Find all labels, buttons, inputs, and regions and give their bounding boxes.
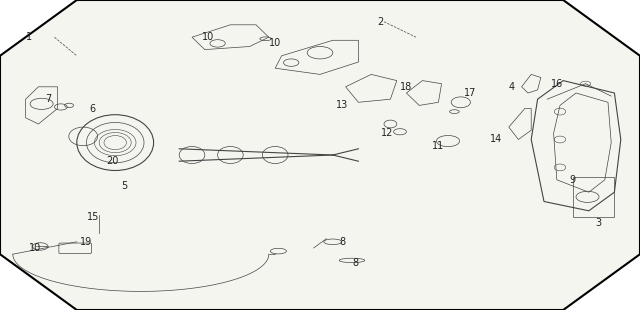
Text: 11: 11 xyxy=(432,141,445,151)
Text: 7: 7 xyxy=(45,94,51,104)
Text: 10: 10 xyxy=(269,38,282,48)
Text: 2: 2 xyxy=(378,17,384,27)
Text: 4: 4 xyxy=(509,82,515,92)
Text: 8: 8 xyxy=(352,259,358,268)
Text: 14: 14 xyxy=(490,135,502,144)
Text: 3: 3 xyxy=(595,218,602,228)
Text: 12: 12 xyxy=(381,128,394,138)
Text: 18: 18 xyxy=(400,82,413,92)
Text: 17: 17 xyxy=(464,88,477,98)
Text: 13: 13 xyxy=(336,100,349,110)
Text: 9: 9 xyxy=(570,175,576,185)
Text: 10: 10 xyxy=(29,243,42,253)
Text: 19: 19 xyxy=(80,237,93,247)
Text: 8: 8 xyxy=(339,237,346,247)
Text: 6: 6 xyxy=(90,104,96,113)
Text: 15: 15 xyxy=(86,212,99,222)
Text: 16: 16 xyxy=(550,79,563,89)
Text: 1: 1 xyxy=(26,32,32,42)
Text: 5: 5 xyxy=(122,181,128,191)
Text: 20: 20 xyxy=(106,156,118,166)
Text: 10: 10 xyxy=(202,32,214,42)
